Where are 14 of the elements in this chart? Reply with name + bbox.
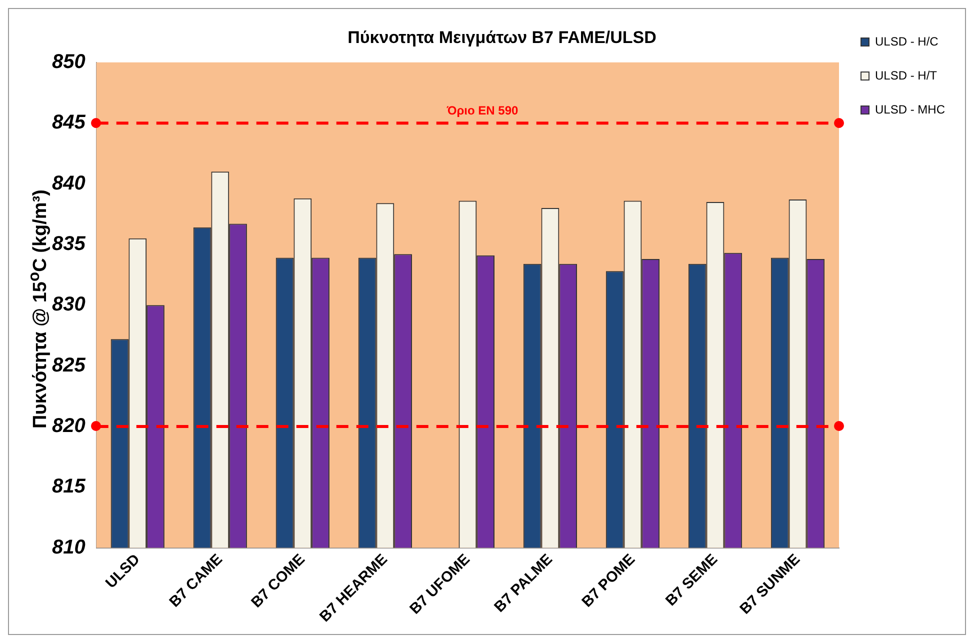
ref-line-label: Όριο EN 590 bbox=[446, 103, 519, 118]
y-tick-label: 810 bbox=[52, 536, 86, 558]
legend-label: ULSD - H/C bbox=[875, 34, 939, 48]
y-tick-label: 845 bbox=[52, 112, 86, 134]
legend-label: ULSD - MHC bbox=[875, 102, 946, 116]
chart-title: Πύκνοτητα Μειγμάτων B7 FAME/ULSD bbox=[348, 28, 656, 47]
legend-label: ULSD - H/T bbox=[875, 68, 938, 82]
y-tick-label: 825 bbox=[52, 354, 86, 376]
y-tick-label: 815 bbox=[52, 476, 86, 498]
y-tick-label: 840 bbox=[52, 172, 86, 194]
y-tick-label: 830 bbox=[52, 294, 86, 316]
y-tick-label: 835 bbox=[52, 232, 86, 255]
y-tick-label: 850 bbox=[52, 50, 86, 73]
y-tick-label: 820 bbox=[52, 414, 86, 437]
